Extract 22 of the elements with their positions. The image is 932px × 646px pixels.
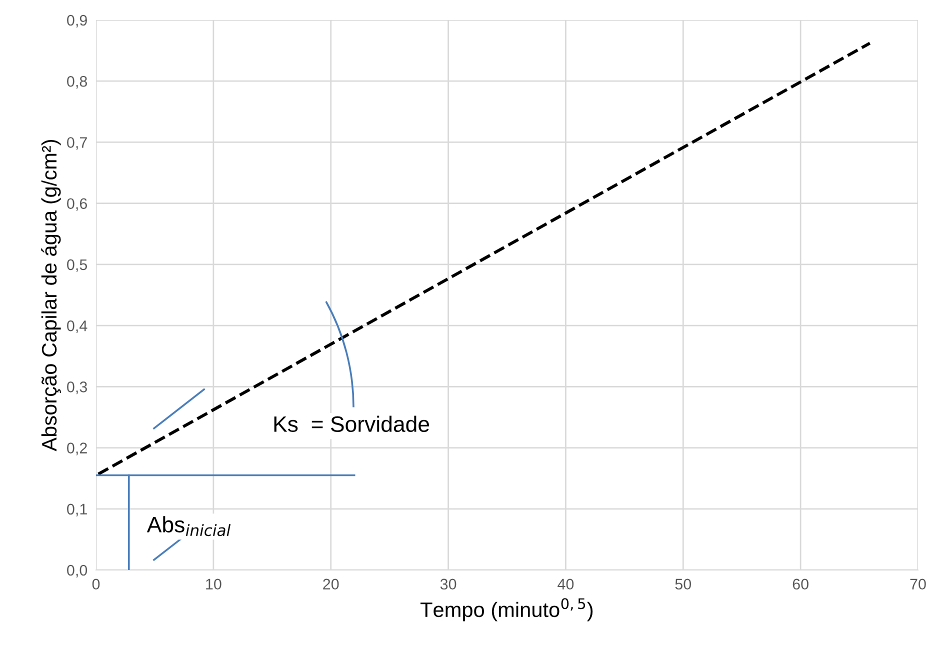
x-axis-title: Tempo (minuto$^{0,5}$) xyxy=(420,598,593,622)
y-tick-label: 0,3 xyxy=(67,382,87,394)
x-tick-label: 20 xyxy=(323,578,339,590)
x-tick-label: 30 xyxy=(440,578,456,590)
y-tick-label: 0,1 xyxy=(67,504,87,516)
x-tick-label: 10 xyxy=(206,578,222,590)
y-tick-label: 0,2 xyxy=(67,442,87,456)
x-tick-label: 0 xyxy=(92,578,100,590)
y-tick-label: 0,4 xyxy=(67,320,88,334)
x-tick-label: 40 xyxy=(558,578,574,590)
y-tick-label: 0,8 xyxy=(67,76,88,89)
x-tick-label: 60 xyxy=(792,578,808,590)
y-tick-label: 0,6 xyxy=(67,198,87,211)
annotation: Abs$_{inicial}$ xyxy=(146,516,231,536)
x-tick-label: 70 xyxy=(910,578,926,590)
y-axis-title: Absorção Capilar de água (g/cm²) xyxy=(41,140,61,452)
y-tick-label: 0,5 xyxy=(67,259,88,272)
x-tick-label: 50 xyxy=(675,578,692,590)
annotation: Ks = Sorvidade xyxy=(274,416,430,432)
y-tick-label: 0,9 xyxy=(67,14,87,28)
y-tick-label: 0,0 xyxy=(67,564,88,578)
y-tick-label: 0,7 xyxy=(67,137,87,150)
